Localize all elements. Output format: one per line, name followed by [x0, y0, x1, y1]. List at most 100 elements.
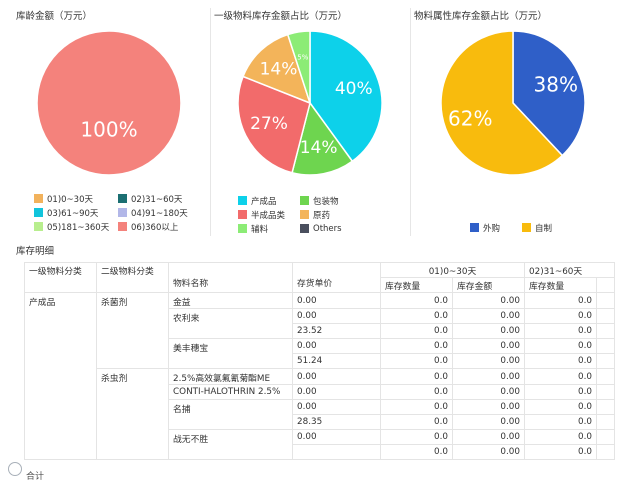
cell-amount: 0.00 [452, 384, 525, 400]
category-slice[interactable] [237, 75, 311, 174]
cell-quantity: 0.0 [380, 399, 453, 415]
age-pie-chart[interactable]: 100% [34, 28, 184, 178]
inventory-detail-title: 库存明细 [16, 246, 55, 257]
header-cat2[interactable]: 二级物料分类 [96, 262, 169, 293]
cell-amount: 0.00 [452, 353, 525, 369]
legend-item[interactable]: 03)61~90天 [34, 207, 98, 219]
header-price[interactable]: 存货单价 [292, 262, 381, 293]
legend-item[interactable]: 02)31~60天 [118, 193, 182, 205]
cell-cut-off [596, 429, 615, 445]
legend-label: 产成品 [251, 196, 277, 207]
legend-item[interactable]: 半成品类 [238, 209, 285, 221]
table-row[interactable]: 杀虫剂 2.5%高效氯氟氰菊酯ME 0.00 0.0 0.00 0.0 [25, 368, 615, 460]
cell-cut-off [596, 338, 615, 354]
legend-item[interactable]: 包装物 [300, 195, 339, 207]
legend-label: 辅料 [251, 224, 269, 235]
cell-quantity-2: 0.0 [524, 323, 597, 339]
attribute-pie-chart[interactable]: 38% 62% [438, 28, 588, 178]
header-qty-2[interactable]: 库存数量 [524, 277, 597, 293]
cell-amount: 0.00 [452, 323, 525, 339]
panel-divider [210, 8, 211, 236]
inventory-detail-table-scroll[interactable]: 一级物料分类 二级物料分类 物料名称 存货单价 01)0~30天 02)31~6… [24, 262, 640, 483]
cell-quantity-2: 0.0 [524, 444, 597, 460]
header-qty[interactable]: 库存数量 [380, 277, 453, 293]
legend-swatch [34, 208, 43, 217]
cell-amount: 0.00 [452, 368, 525, 385]
header-amount[interactable]: 库存金额 [452, 277, 525, 293]
legend-label: 外购 [483, 223, 501, 234]
table-row[interactable]: 51.24 0.0 0.00 0.0 [25, 353, 615, 369]
cell-material-name: 金益 [168, 292, 293, 309]
attribute-pie-svg[interactable]: 38% 62% [438, 28, 588, 178]
cell-cat2: 杀虫剂 [96, 368, 169, 460]
category-pie-chart[interactable]: 40% 14% 27% 14% 5% [235, 28, 385, 178]
legend-swatch [118, 208, 127, 217]
cell-quantity: 0.0 [380, 323, 453, 339]
cell-unit-price [292, 444, 381, 460]
cell-cut-off [596, 292, 615, 309]
header-group-31-60[interactable]: 02)31~60天 [524, 262, 615, 278]
attribute-slice[interactable] [512, 30, 586, 157]
legend-item[interactable]: 01)0~30天 [34, 193, 93, 205]
cell-quantity: 0.0 [380, 414, 453, 430]
category-slice[interactable] [309, 30, 383, 163]
header-name[interactable]: 物料名称 [168, 262, 293, 293]
attribute-legend: 外购 自制 [470, 222, 590, 236]
cell-unit-price: 0.00 [292, 308, 381, 324]
legend-item[interactable]: 产成品 [238, 195, 277, 207]
cell-quantity: 0.0 [380, 429, 453, 445]
legend-item[interactable]: 外购 [470, 222, 501, 234]
cell-cut-off [596, 308, 615, 324]
table-row[interactable]: 产成品 杀菌剂 金益 0.00 0.0 0.00 0.0 [24, 292, 615, 460]
table-row[interactable]: 名捕 0.00 0.0 0.00 0.0 [25, 399, 615, 430]
cell-material-name: 农利来 [168, 308, 293, 339]
header-cut-off [596, 277, 615, 293]
table-row[interactable]: 23.52 0.0 0.00 0.0 [25, 323, 615, 339]
cell-quantity-2: 0.0 [524, 429, 597, 445]
cell-amount: 0.00 [452, 444, 525, 460]
legend-swatch [470, 223, 479, 232]
watermark-logo-icon [8, 462, 22, 476]
cell-quantity-2: 0.0 [524, 368, 597, 385]
category-share-panel: 一级物料库存金额占比（万元） 40% 14% 27% 14% 5% 产成品 包装物 半成品类… [210, 0, 410, 243]
cell-cat2: 杀菌剂 [96, 292, 169, 369]
legend-item[interactable]: 辅料 [238, 223, 269, 235]
legend-label: 04)91~180天 [131, 208, 188, 219]
header-cat1[interactable]: 一级物料分类 [24, 262, 97, 293]
category-legend: 产成品 包装物半成品类 原药辅料 Others [238, 195, 408, 237]
legend-item[interactable]: 05)181~360天 [34, 221, 109, 233]
cell-amount: 0.00 [452, 308, 525, 324]
legend-label: 原药 [313, 210, 331, 221]
legend-item[interactable]: 原药 [300, 209, 331, 221]
table-row[interactable]: 战无不胜 0.00 0.0 0.00 0.0 [25, 429, 615, 460]
legend-swatch [522, 223, 531, 232]
cell-material-name: 2.5%高效氯氟氰菊酯ME [168, 368, 293, 385]
inventory-detail-table: 一级物料分类 二级物料分类 物料名称 存货单价 01)0~30天 02)31~6… [24, 262, 615, 460]
legend-item[interactable]: 自制 [522, 222, 552, 234]
attribute-share-title: 物料属性库存金额占比（万元） [414, 11, 548, 22]
category-slice-label: 5% [297, 54, 308, 62]
cell-cut-off [596, 414, 615, 430]
table-row[interactable]: 0.0 0.00 0.0 [25, 444, 615, 460]
legend-label: Others [313, 223, 342, 234]
category-pie-svg[interactable]: 40%14%27%14%5% [235, 28, 385, 178]
cell-unit-price: 0.00 [292, 384, 381, 400]
legend-item[interactable]: 04)91~180天 [118, 207, 188, 219]
attribute-slice[interactable] [440, 30, 564, 176]
watermark: 合计 [8, 462, 44, 482]
legend-item[interactable]: 06)360以上 [118, 221, 178, 233]
age-pie-svg[interactable]: 100% [34, 28, 184, 178]
category-slice[interactable] [286, 30, 311, 104]
legend-swatch [300, 224, 309, 233]
legend-item[interactable]: Others [300, 223, 342, 234]
age-slice-label: 100% [80, 118, 137, 142]
cell-quantity: 0.0 [380, 338, 453, 354]
table-row[interactable]: CONTI-HALOTHRIN 2.5% 0.00 0.0 0.00 0.0 [25, 384, 615, 400]
category-slice-label: 27% [250, 114, 288, 134]
cell-quantity: 0.0 [380, 353, 453, 369]
header-group-0-30[interactable]: 01)0~30天 [380, 262, 525, 278]
category-slice[interactable] [291, 101, 354, 176]
age-slice[interactable] [36, 30, 182, 176]
attribute-slice-label: 38% [534, 73, 578, 97]
cell-unit-price: 23.52 [292, 323, 381, 339]
